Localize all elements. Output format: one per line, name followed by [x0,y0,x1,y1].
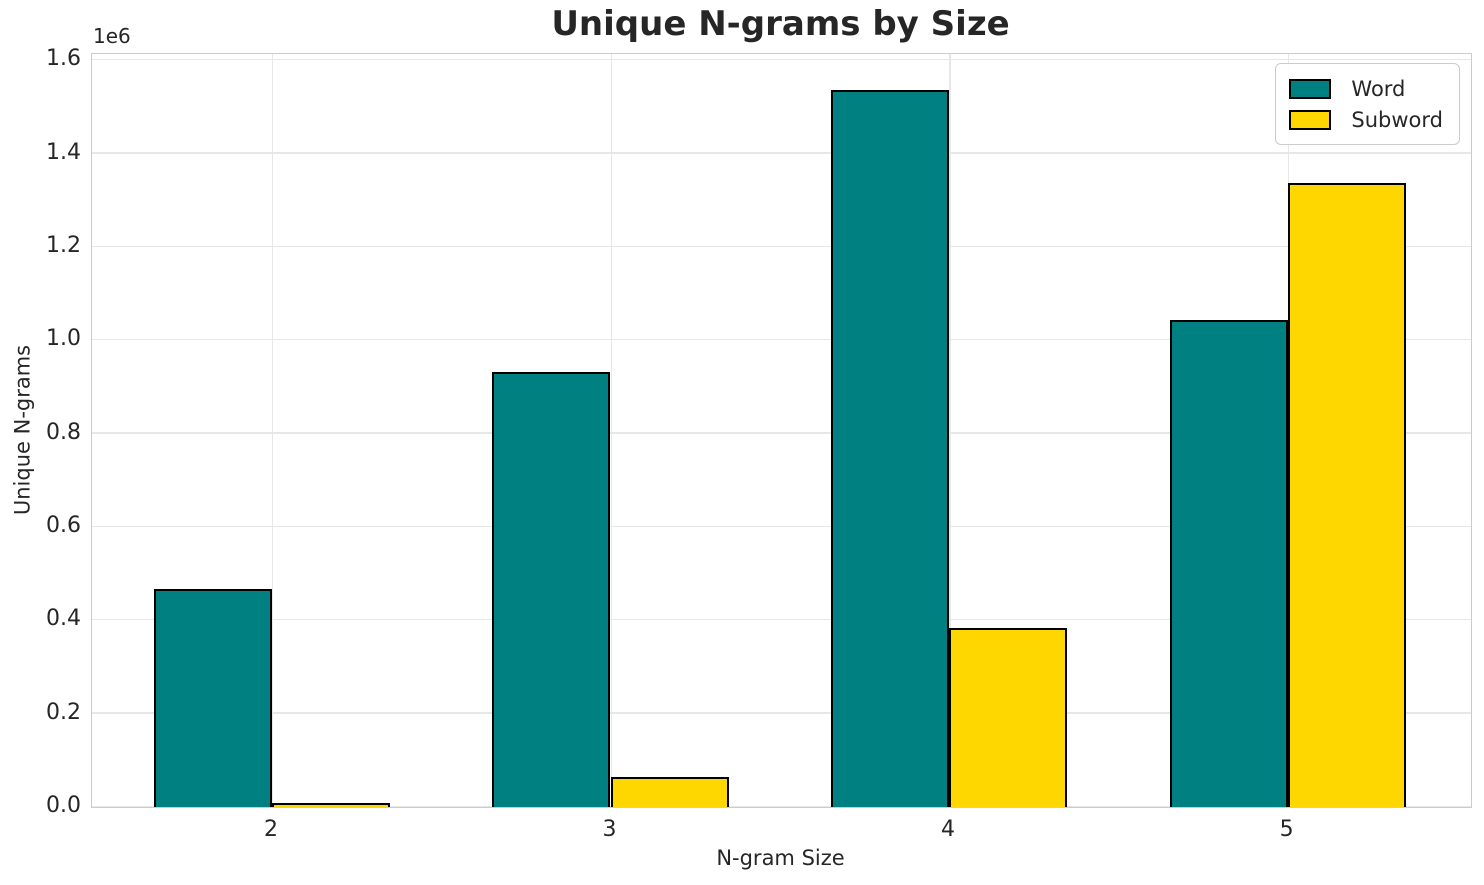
chart-title: Unique N-grams by Size [551,4,1010,44]
gridline-horizontal [92,618,1471,621]
bar-word-ngram-2 [153,589,272,807]
legend-item-word: Word [1289,73,1443,104]
x-tick-label: 4 [941,817,956,842]
y-tick-label: 0.4 [46,606,81,632]
legend: Word Subword [1275,63,1460,145]
gridline-horizontal [92,712,1471,714]
legend-label: Word [1351,76,1406,101]
gridline-vertical [610,54,612,807]
x-axis-label: N-gram Size [716,846,845,870]
gridline-vertical [949,54,951,807]
x-tick-label: 3 [602,817,617,842]
gridline-vertical [271,54,274,807]
y-tick-label: 0.2 [46,699,81,725]
bar-subword-ngram-5 [1287,182,1406,807]
y-axis-offset-label: 1e6 [93,24,131,48]
gridline-horizontal [92,152,1471,154]
y-tick-label: 1.4 [46,139,81,165]
bar-subword-ngram-2 [271,803,390,807]
bar-word-ngram-4 [831,89,950,807]
y-tick-label: 1.0 [46,326,81,352]
bar-word-ngram-3 [492,372,611,807]
gridline-horizontal [92,58,1471,61]
x-tick-label: 2 [263,817,278,842]
gridline-horizontal [92,432,1471,434]
legend-label: Subword [1351,107,1443,132]
y-tick-label: 0.8 [46,419,81,445]
plot-area [91,53,1472,808]
legend-swatch-icon [1289,109,1332,130]
legend-item-subword: Subword [1289,104,1443,135]
gridline-horizontal [92,245,1471,248]
gridline-horizontal [92,338,1471,341]
bar-subword-ngram-3 [610,777,729,807]
bar-word-ngram-5 [1169,320,1288,807]
gridline-horizontal [92,525,1471,528]
y-tick-label: 0.0 [46,793,81,818]
bar-subword-ngram-4 [949,628,1068,807]
y-tick-label: 1.2 [46,233,81,259]
y-tick-label: 0.6 [46,513,81,539]
y-tick-label: 1.6 [46,46,81,72]
legend-swatch-icon [1289,78,1332,99]
gridline-horizontal [92,805,1471,807]
x-tick-label: 5 [1279,817,1294,842]
